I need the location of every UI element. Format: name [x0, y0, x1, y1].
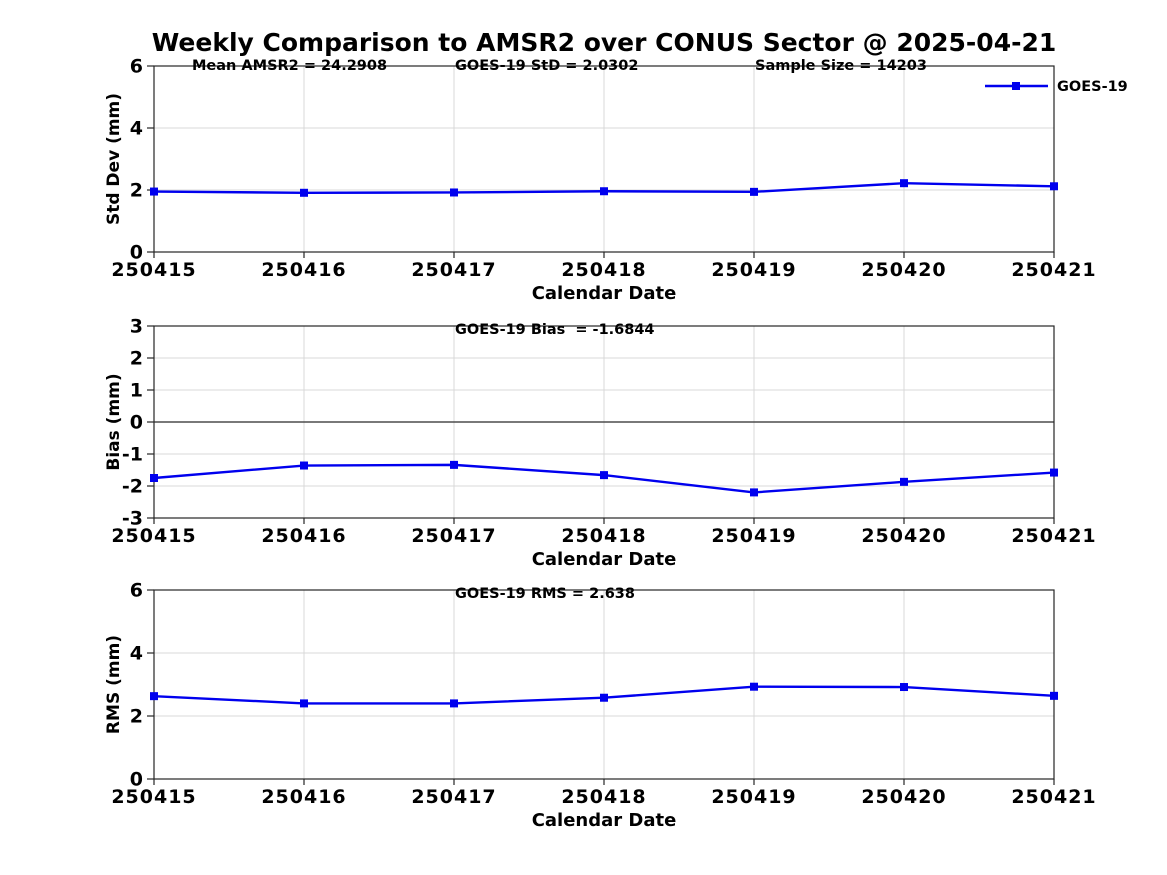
legend-marker — [1012, 82, 1020, 90]
stddev-annotation: Mean AMSR2 = 24.2908 — [192, 58, 387, 74]
x-tick-label: 250419 — [711, 786, 796, 808]
y-tick-label: -1 — [122, 444, 143, 466]
data-point-marker — [1050, 182, 1058, 191]
data-point-marker — [1050, 691, 1058, 700]
bias-annotation: GOES-19 Bias = -1.6844 — [455, 322, 655, 338]
y-axis-label: RMS (mm) — [104, 635, 124, 734]
y-tick-label: 3 — [130, 316, 143, 338]
x-tick-label: 250417 — [411, 786, 496, 808]
x-tick-label: 250418 — [561, 786, 646, 808]
data-point-marker — [750, 187, 758, 196]
x-axis-label: Calendar Date — [532, 549, 677, 570]
y-tick-label: 4 — [130, 643, 143, 665]
data-point-marker — [300, 699, 308, 708]
x-tick-label: 250418 — [561, 259, 646, 281]
x-tick-label: 250421 — [1011, 525, 1096, 547]
data-point-marker — [450, 699, 458, 708]
data-point-marker — [300, 461, 308, 470]
x-tick-label: 250418 — [561, 525, 646, 547]
data-point-marker — [900, 179, 908, 188]
stddev-plot: 250415 250416 250417 250418 250419 250420 2504… — [104, 56, 1128, 305]
y-tick-label: 0 — [130, 769, 143, 791]
y-tick-label: -2 — [122, 476, 143, 498]
x-tick-label: 250420 — [861, 525, 946, 547]
data-point-marker — [150, 187, 158, 196]
data-point-marker — [600, 693, 608, 702]
x-tick-label: 250416 — [261, 786, 346, 808]
x-tick-label: 250415 — [111, 786, 196, 808]
y-tick-label: -3 — [122, 508, 143, 530]
bias-plot: 250415 250416 250417 250418 250419 250420 2504… — [104, 316, 1096, 571]
data-point-marker — [450, 188, 458, 197]
rms-annotation: GOES-19 RMS = 2.638 — [455, 586, 635, 602]
x-tick-label: 250415 — [111, 259, 196, 281]
x-tick-label: 250420 — [861, 259, 946, 281]
x-tick-label: 250419 — [711, 259, 796, 281]
data-point-marker — [450, 460, 458, 469]
y-tick-label: 0 — [130, 412, 143, 434]
x-tick-label: 250417 — [411, 525, 496, 547]
y-tick-label: 2 — [130, 180, 143, 202]
y-tick-label: 1 — [130, 380, 143, 402]
data-point-marker — [750, 682, 758, 691]
data-point-marker — [150, 692, 158, 701]
y-tick-label: 4 — [130, 118, 143, 140]
x-tick-label: 250419 — [711, 525, 796, 547]
y-tick-label: 6 — [130, 580, 143, 602]
stddev-annotation: Sample Size = 14203 — [755, 58, 927, 74]
x-axis-label: Calendar Date — [532, 283, 677, 304]
data-point-marker — [900, 683, 908, 692]
y-tick-label: 2 — [130, 348, 143, 370]
y-axis-label: Bias (mm) — [104, 373, 124, 470]
data-point-marker — [750, 488, 758, 497]
data-point-marker — [1050, 468, 1058, 477]
legend: GOES-19 — [985, 79, 1128, 95]
x-tick-label: 250416 — [261, 525, 346, 547]
y-tick-label: 6 — [130, 56, 143, 78]
x-tick-label: 250417 — [411, 259, 496, 281]
figure-title: Weekly Comparison to AMSR2 over CONUS Se… — [151, 28, 1057, 57]
x-tick-label: 250421 — [1011, 786, 1096, 808]
data-point-marker — [600, 187, 608, 196]
x-axis-label: Calendar Date — [532, 810, 677, 831]
data-point-marker — [900, 477, 908, 486]
rms-plot: 250415 250416 250417 250418 250419 250420 2504… — [104, 580, 1096, 832]
x-tick-label: 250421 — [1011, 259, 1096, 281]
data-point-marker — [600, 471, 608, 480]
data-point-marker — [300, 188, 308, 197]
x-tick-label: 250415 — [111, 525, 196, 547]
legend-label: GOES-19 — [1057, 79, 1128, 95]
y-tick-label: 2 — [130, 706, 143, 728]
data-point-marker — [150, 474, 158, 482]
y-tick-label: 0 — [130, 242, 143, 264]
y-axis-label: Std Dev (mm) — [104, 93, 124, 225]
x-tick-label: 250416 — [261, 259, 346, 281]
stddev-annotation: GOES-19 StD = 2.0302 — [455, 58, 638, 74]
x-tick-label: 250420 — [861, 786, 946, 808]
